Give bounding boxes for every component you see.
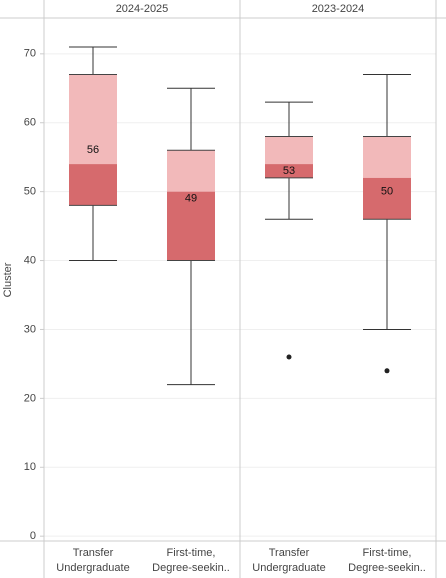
box-lower xyxy=(265,164,313,178)
y-axis-title: Cluster xyxy=(2,262,14,297)
box-lower xyxy=(167,191,215,261)
data-label: 56 xyxy=(87,144,99,156)
box-lower xyxy=(69,164,117,206)
data-label: 50 xyxy=(381,186,393,198)
box-lower xyxy=(363,177,411,220)
y-tick-label: 0 xyxy=(30,530,36,542)
y-tick-label: 50 xyxy=(24,186,36,198)
y-tick-label: 40 xyxy=(24,254,36,266)
outlier xyxy=(286,354,292,360)
box-upper xyxy=(363,136,411,178)
box-upper xyxy=(265,136,313,165)
panel-header: 2023-2024 xyxy=(312,3,365,15)
data-label: 53 xyxy=(283,165,295,177)
y-tick-label: 60 xyxy=(24,117,36,129)
y-tick-label: 10 xyxy=(24,461,36,473)
y-tick-label: 30 xyxy=(24,323,36,335)
x-tick-label: Transfer xyxy=(73,547,114,559)
x-tick-label: Undergraduate xyxy=(252,562,325,574)
x-tick-label: Undergraduate xyxy=(56,562,129,574)
y-tick-label: 20 xyxy=(24,392,36,404)
x-tick-label: Transfer xyxy=(269,547,310,559)
panel-header: 2024-2025 xyxy=(116,3,169,15)
data-label: 49 xyxy=(185,192,197,204)
x-tick-label: First-time, xyxy=(167,547,216,559)
y-tick-label: 70 xyxy=(24,48,36,60)
x-tick-label: First-time, xyxy=(363,547,412,559)
x-tick-label: Degree-seekin.. xyxy=(152,562,230,574)
outlier xyxy=(384,368,390,374)
box-upper xyxy=(167,150,215,192)
box-upper xyxy=(69,74,117,165)
x-tick-label: Degree-seekin.. xyxy=(348,562,426,574)
